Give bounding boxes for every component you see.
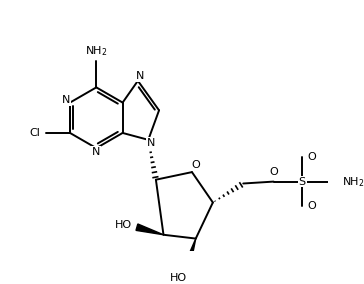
Text: O: O xyxy=(307,201,316,211)
Text: N: N xyxy=(135,71,144,81)
Text: HO: HO xyxy=(115,220,132,230)
Text: Cl: Cl xyxy=(29,128,40,138)
Text: O: O xyxy=(269,167,278,177)
Polygon shape xyxy=(136,224,163,235)
Text: O: O xyxy=(307,152,316,162)
Text: N: N xyxy=(62,95,70,105)
Polygon shape xyxy=(183,239,196,270)
Text: S: S xyxy=(298,177,306,187)
Text: N: N xyxy=(147,138,155,148)
Text: O: O xyxy=(191,160,200,170)
Text: NH$_2$: NH$_2$ xyxy=(85,44,108,58)
Text: N: N xyxy=(92,147,100,157)
Text: NH$_2$: NH$_2$ xyxy=(342,175,364,189)
Text: HO: HO xyxy=(170,273,187,283)
